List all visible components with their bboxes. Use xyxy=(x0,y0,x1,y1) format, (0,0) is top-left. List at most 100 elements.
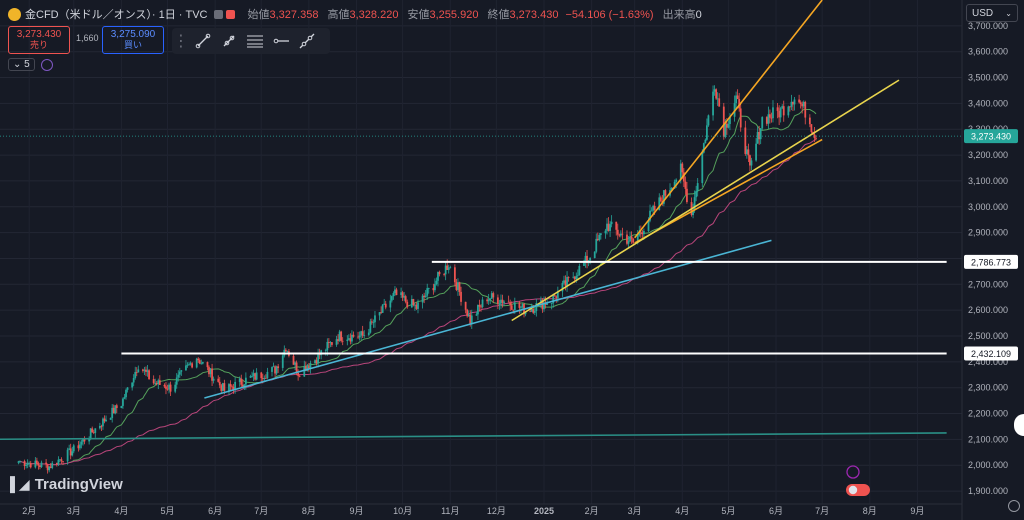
symbol-title[interactable]: 金CFD（米ドル／オンス）· 1日 · TVC xyxy=(25,9,208,21)
x-tick-label: 2025 xyxy=(534,506,554,516)
candle-body xyxy=(243,384,246,387)
candle-body xyxy=(120,405,123,409)
candle-body xyxy=(277,366,280,368)
candle-body xyxy=(460,291,462,302)
candle-body xyxy=(632,238,635,243)
candle-body xyxy=(352,334,355,337)
trend-line-tool-icon[interactable] xyxy=(190,30,216,52)
candle-body xyxy=(252,373,255,377)
candle-body xyxy=(137,369,140,373)
candle-body xyxy=(787,106,790,116)
sell-button[interactable]: 3,273.430 売り xyxy=(8,26,70,54)
candle-body xyxy=(595,238,598,252)
candle-body xyxy=(410,299,413,308)
candle-body xyxy=(48,466,51,471)
indicator-count-button[interactable]: ⌄ 5 xyxy=(8,58,35,71)
candle-body xyxy=(115,405,118,409)
candle-body xyxy=(403,296,406,298)
y-tick-label: 3,100.000 xyxy=(968,176,1008,186)
x-tick-label: 5月 xyxy=(721,506,735,516)
candle-body xyxy=(79,444,81,449)
candle-body xyxy=(747,149,750,156)
moving-average-short xyxy=(18,109,817,466)
candle-body xyxy=(749,155,751,166)
candle-body xyxy=(357,336,359,338)
candle-body xyxy=(180,370,183,372)
fib-tool-icon[interactable] xyxy=(242,30,268,52)
extended-line-tool-icon[interactable] xyxy=(294,30,320,52)
candle-body xyxy=(759,128,762,140)
candle-body xyxy=(790,101,793,107)
candle-body xyxy=(652,205,655,211)
chart-settings-icon[interactable] xyxy=(1008,500,1020,512)
candle-body xyxy=(553,295,556,297)
candle-body xyxy=(455,282,458,290)
ray-tool-icon[interactable] xyxy=(216,30,242,52)
candle-body xyxy=(520,307,522,309)
candle-body xyxy=(263,377,266,380)
x-tick-label: 5月 xyxy=(160,506,174,516)
candle-body xyxy=(177,374,180,378)
candle-body xyxy=(83,439,86,442)
candle-body xyxy=(679,163,682,180)
candle-body xyxy=(453,267,456,283)
trend-line-teal xyxy=(0,432,947,441)
market-status-icon[interactable] xyxy=(213,9,223,19)
candle-body xyxy=(707,115,710,126)
candle-body xyxy=(94,428,97,433)
candle-body xyxy=(294,362,296,365)
candle-body xyxy=(518,302,521,308)
candle-body xyxy=(68,448,71,450)
candle-body xyxy=(606,223,608,231)
candle-body xyxy=(550,303,553,304)
candle-body xyxy=(808,117,811,125)
candle-body xyxy=(46,464,49,471)
candle-body xyxy=(105,419,107,422)
sell-label: 売り xyxy=(29,40,48,50)
buy-button[interactable]: 3,275.090 買い xyxy=(102,26,164,54)
visibility-icon[interactable] xyxy=(40,58,53,71)
candle-body xyxy=(704,139,707,144)
candle-body xyxy=(340,331,343,341)
candle-body xyxy=(198,360,201,364)
candle-body xyxy=(466,309,469,317)
candle-body xyxy=(584,255,587,263)
candle-body xyxy=(481,299,484,307)
candle-body xyxy=(761,117,764,129)
candle-body xyxy=(266,371,269,379)
candle-body xyxy=(185,365,187,371)
x-tick-label: 7月 xyxy=(815,506,829,516)
candle-body xyxy=(778,110,781,118)
candle-body xyxy=(201,362,204,364)
candle-body xyxy=(260,372,263,379)
candle-body xyxy=(19,461,21,462)
candle-body xyxy=(126,387,129,390)
tradingview-logo[interactable]: ▌◢ TradingView xyxy=(10,476,123,493)
candle-body xyxy=(745,149,748,154)
level-price-label: 2,786.773 xyxy=(971,257,1011,267)
candle-body xyxy=(599,233,602,235)
candle-body xyxy=(636,235,639,243)
candle-body xyxy=(244,377,247,385)
candle-body xyxy=(209,368,212,375)
candle-body xyxy=(770,117,773,119)
candle-body xyxy=(188,364,190,366)
alert-status-icon[interactable] xyxy=(225,9,235,19)
horizontal-ray-tool-icon[interactable] xyxy=(268,30,294,52)
candle-body xyxy=(736,95,739,99)
side-panel-handle[interactable] xyxy=(1014,414,1024,436)
candle-body xyxy=(341,340,344,342)
drag-handle-icon[interactable]: ⋮ xyxy=(173,33,189,50)
candle-body xyxy=(533,311,536,313)
candle-body xyxy=(401,292,404,298)
currency-select[interactable]: USD ⌄ xyxy=(966,4,1018,22)
candle-body xyxy=(701,152,704,184)
candle-body xyxy=(412,299,415,306)
candle-body xyxy=(17,461,20,463)
open-value: 3,327.358 xyxy=(269,9,319,21)
candle-body xyxy=(641,232,644,235)
candle-body xyxy=(135,372,138,373)
candle-body xyxy=(132,378,135,383)
candle-body xyxy=(358,335,361,338)
